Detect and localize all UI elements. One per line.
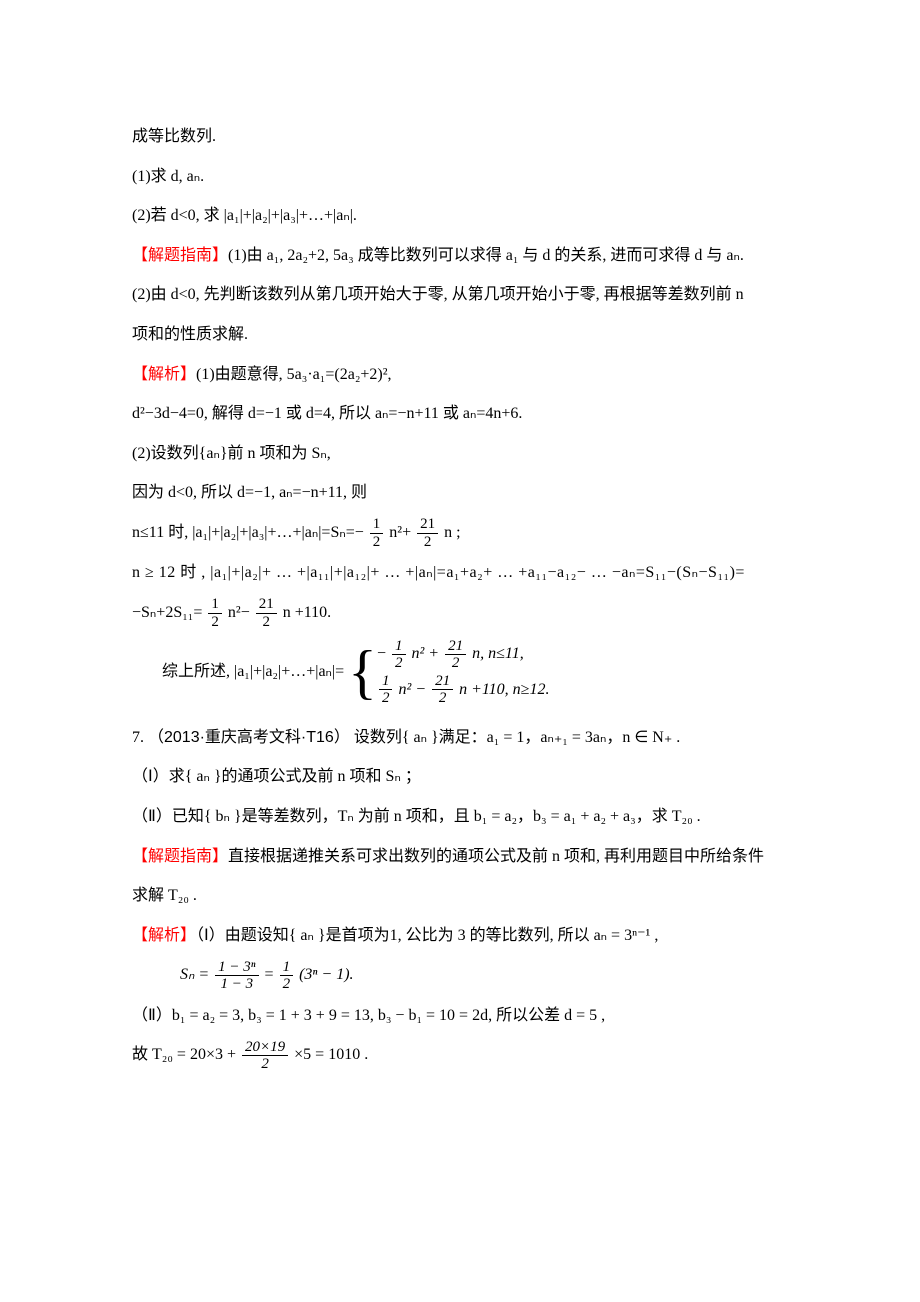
question-number: 7. (132, 729, 148, 746)
case-2: 12 n² − 212 n +110, n≥12. (377, 672, 549, 707)
text: − (377, 645, 386, 662)
line: (1)求 d, aₙ. (132, 160, 788, 194)
line: 项和的性质求解. (132, 318, 788, 352)
line: d²−3d−4=0, 解得 d=−1 或 d=4, 所以 aₙ=−n+11 或 … (132, 397, 788, 431)
left-brace-icon: { (348, 642, 377, 702)
line: 【解析】（Ⅰ）由题设知{ aₙ }是首项为1, 公比为 3 的等比数列, 所以 … (132, 919, 788, 953)
line: 求解 T₂₀ . (132, 879, 788, 913)
fraction: 12 (379, 673, 393, 707)
line: (2)由 d<0, 先判断该数列从第几项开始大于零, 从第几项开始小于零, 再根… (132, 278, 788, 312)
text: n +110. (283, 604, 331, 621)
text: (3ⁿ − 1). (299, 966, 354, 983)
fraction: 212 (432, 673, 453, 707)
text: ×5 = 1010 . (294, 1046, 368, 1063)
fraction: 12 (280, 959, 294, 993)
piecewise-label: 综上所述, |a₁|+|a₂|+…+|aₙ|= (162, 636, 348, 707)
line: (2)设数列{aₙ}前 n 项和为 Sₙ, (132, 437, 788, 471)
line: n ≥ 12 时 , |a₁|+|a₂|+ … +|a₁₁|+|a₁₂|+ … … (132, 556, 788, 590)
case-1: − 12 n² + 212 n, n≤11, (377, 636, 549, 671)
piecewise-cases: − 12 n² + 212 n, n≤11, 12 n² − 212 n +11… (377, 636, 549, 707)
sn-formula: Sₙ = 1 − 3ⁿ1 − 3 = 12 (3ⁿ − 1). (132, 958, 788, 992)
line: n≤11 时, |a₁|+|a₂|+|a₃|+…+|aₙ|=Sₙ=− 12 n²… (132, 516, 788, 550)
line: （Ⅱ）已知{ bₙ }是等差数列，Tₙ 为前 n 项和，且 b₁ = a₂，b₃… (132, 800, 788, 834)
text: 设数列{ aₙ }满足：a₁ = 1，aₙ₊₁ = 3aₙ，n ∈ N₊ . (354, 729, 680, 746)
text: n≤11 时, |a₁|+|a₂|+|a₃|+…+|aₙ|=Sₙ=− (132, 524, 364, 541)
question-source: （2013·重庆高考文科·T16） (148, 729, 350, 746)
line: （Ⅱ）b₁ = a₂ = 3, b₃ = 1 + 3 + 9 = 13, b₃ … (132, 999, 788, 1033)
fraction: 212 (256, 596, 277, 630)
text: n²+ (389, 524, 411, 541)
text: −Sₙ+2S₁₁= (132, 604, 202, 621)
line: (2)若 d<0, 求 |a₁|+|a₂|+|a₃|+…+|aₙ|. (132, 199, 788, 233)
text: n²− (228, 604, 250, 621)
text: n² + (412, 645, 444, 662)
line: −Sₙ+2S₁₁= 12 n²− 212 n +110. (132, 596, 788, 630)
line: 【解题指南】(1)由 a₁, 2a₂+2, 5a₃ 成等比数列可以求得 a₁ 与… (132, 239, 788, 273)
text: n +110, n≥12. (459, 681, 549, 698)
analysis-label: 【解析】 (132, 927, 196, 944)
fraction: 12 (370, 516, 384, 550)
fraction: 212 (417, 516, 438, 550)
fraction: 212 (445, 638, 466, 672)
text: = (265, 966, 278, 983)
line: 因为 d<0, 所以 d=−1, aₙ=−n+11, 则 (132, 476, 788, 510)
analysis-label: 【解析】 (132, 366, 196, 383)
piecewise-summary: 综上所述, |a₁|+|a₂|+…+|aₙ|= { − 12 n² + 212 … (162, 636, 788, 707)
page-content: 成等比数列. (1)求 d, aₙ. (2)若 d<0, 求 |a₁|+|a₂|… (0, 0, 920, 1302)
t20-formula: 故 T₂₀ = 20×3 + 20×192 ×5 = 1010 . (132, 1038, 788, 1072)
text: 故 T₂₀ = 20×3 + (132, 1046, 240, 1063)
text: (1)由题意得, 5a₃·a₁=(2a₂+2)², (196, 366, 392, 383)
text: n² − (398, 681, 430, 698)
solution-guide-label: 【解题指南】 (132, 848, 228, 865)
line: 【解题指南】直接根据递推关系可求出数列的通项公式及前 n 项和, 再利用题目中所… (132, 840, 788, 874)
line: （Ⅰ）求{ aₙ }的通项公式及前 n 项和 Sₙ ； (132, 760, 788, 794)
line: 【解析】(1)由题意得, 5a₃·a₁=(2a₂+2)², (132, 358, 788, 392)
text: 直接根据递推关系可求出数列的通项公式及前 n 项和, 再利用题目中所给条件 (228, 848, 764, 865)
text: n, n≤11, (472, 645, 524, 662)
line: 成等比数列. (132, 120, 788, 154)
text: （Ⅰ）由题设知{ aₙ }是首项为1, 公比为 3 的等比数列, 所以 aₙ =… (196, 927, 658, 944)
fraction: 1 − 3ⁿ1 − 3 (215, 959, 258, 993)
fraction: 12 (208, 596, 222, 630)
text: (1)由 a₁, 2a₂+2, 5a₃ 成等比数列可以求得 a₁ 与 d 的关系… (228, 247, 744, 264)
text: n ; (444, 524, 460, 541)
fraction: 12 (392, 638, 406, 672)
text: Sₙ = (180, 966, 213, 983)
fraction: 20×192 (242, 1039, 288, 1073)
solution-guide-label: 【解题指南】 (132, 247, 228, 264)
question-7: 7. （2013·重庆高考文科·T16） 设数列{ aₙ }满足：a₁ = 1，… (132, 721, 788, 755)
